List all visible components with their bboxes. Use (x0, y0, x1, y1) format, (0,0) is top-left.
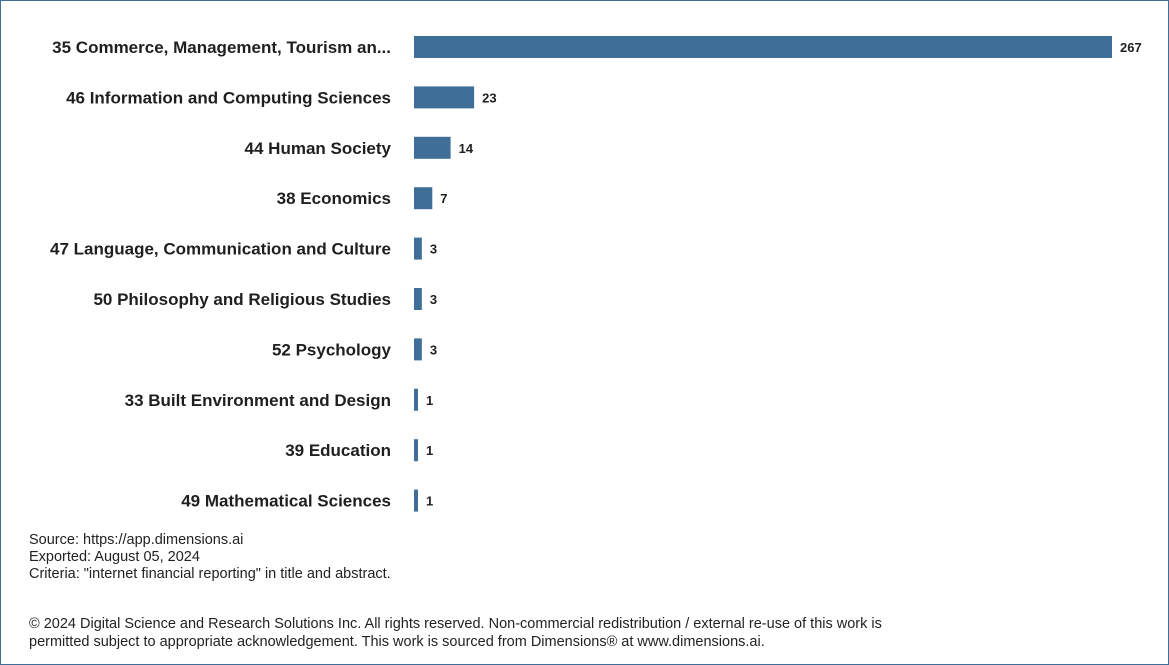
value-label: 7 (440, 191, 447, 206)
value-label: 1 (426, 393, 433, 408)
copyright-notice: © 2024 Digital Science and Research Solu… (29, 615, 1149, 651)
bar (414, 388, 418, 411)
value-label: 267 (1120, 40, 1142, 55)
value-label: 3 (430, 292, 437, 307)
bar (414, 489, 418, 512)
category-label: 52 Psychology (272, 340, 392, 359)
bar (414, 36, 1112, 58)
category-label: 46 Information and Computing Sciences (66, 88, 391, 107)
bar (414, 187, 433, 210)
value-label: 1 (426, 443, 433, 458)
bar (414, 136, 451, 159)
chart-metadata: Source: https://app.dimensions.ai Export… (29, 532, 391, 583)
bar (414, 338, 422, 361)
bar (414, 288, 422, 310)
copyright-line-1: © 2024 Digital Science and Research Solu… (29, 616, 882, 632)
category-label: 44 Human Society (245, 139, 392, 158)
bars-group: 35 Commerce, Management, Tourism an... 26… (50, 36, 1142, 512)
category-label: 38 Economics (277, 189, 391, 208)
category-label: 50 Philosophy and Religious Studies (93, 290, 391, 309)
bar (414, 237, 422, 260)
category-label: 33 Built Environment and Design (125, 391, 391, 410)
value-label: 3 (430, 242, 437, 257)
bar-chart: 35 Commerce, Management, Tourism an... 26… (50, 36, 1142, 512)
category-label: 39 Education (285, 441, 391, 460)
value-label: 1 (426, 494, 433, 509)
value-label: 3 (430, 342, 437, 357)
category-label: 35 Commerce, Management, Tourism an... (52, 38, 391, 57)
source-line: Source: https://app.dimensions.ai (29, 532, 244, 548)
exported-line: Exported: August 05, 2024 (29, 549, 200, 565)
bar (414, 86, 475, 109)
value-label: 14 (459, 141, 474, 156)
value-label: 23 (482, 90, 496, 105)
bar (414, 439, 418, 462)
category-label: 47 Language, Communication and Culture (50, 240, 391, 259)
criteria-line: Criteria: "internet financial reporting"… (29, 566, 391, 582)
category-label: 49 Mathematical Sciences (181, 492, 391, 511)
copyright-line-2: permitted subject to appropriate acknowl… (29, 634, 765, 650)
